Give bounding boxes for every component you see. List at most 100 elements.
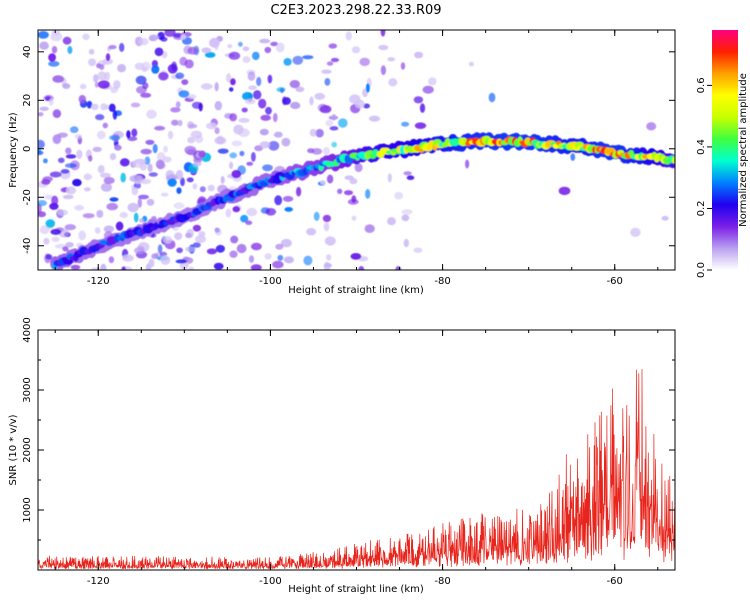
heatmap-cell (400, 62, 406, 70)
heatmap-cell (215, 244, 225, 253)
heatmap-cell (119, 212, 128, 219)
heatmap-cell (158, 71, 169, 81)
heatmap-cell (323, 261, 331, 270)
heatmap-cell (88, 48, 95, 55)
heatmap-cell (151, 253, 159, 260)
y-tick-label: 20 (22, 94, 33, 107)
heatmap-cell (198, 102, 203, 112)
heatmap-cell (148, 172, 158, 177)
heatmap-cell (281, 137, 291, 147)
heatmap-cell (302, 55, 314, 60)
heatmap-cell (49, 171, 62, 178)
heatmap-cell (558, 186, 571, 196)
snr-panel: -120 -100 -80 -60 1000 2000 3000 4000 Height of… (8, 317, 676, 595)
y-tick-label: 40 (22, 45, 33, 58)
heatmap-cell (88, 58, 97, 67)
heatmap-cell (414, 122, 427, 129)
heatmap-cell (220, 176, 225, 184)
y-tick-label: 4000 (22, 317, 33, 342)
heatmap-cell (82, 213, 95, 219)
heatmap-cell (38, 31, 49, 39)
x-tick-label: -60 (607, 576, 623, 587)
heatmap-cell (140, 92, 152, 98)
heatmap-cell (57, 132, 68, 138)
heatmap-cell (267, 74, 273, 84)
heatmap-cell (92, 146, 102, 152)
heatmap-cell (388, 78, 398, 87)
heatmap-cell (264, 46, 272, 54)
heatmap-cell (228, 87, 234, 92)
heatmap-cell (70, 264, 81, 270)
heatmap-cell (167, 178, 177, 187)
heatmap-cell (94, 82, 99, 88)
heatmap-cell (184, 145, 197, 155)
heatmap-cell (41, 179, 51, 185)
heatmap-cell (60, 169, 70, 174)
heatmap-cell (265, 208, 277, 216)
heatmap-cell (225, 208, 232, 218)
y-tick-label: 2000 (22, 437, 33, 462)
heatmap-cell (78, 230, 86, 241)
heatmap-cell (205, 122, 217, 130)
heatmap-cell (213, 262, 224, 270)
heatmap-cell (488, 92, 496, 103)
heatmap-cell (135, 75, 147, 85)
heatmap-cell (250, 264, 262, 270)
heatmap-cell (175, 72, 185, 80)
heatmap-cell (122, 254, 134, 262)
heatmap-cell (365, 83, 370, 93)
heatmap-cell (406, 175, 415, 180)
heatmap-cell (201, 47, 212, 54)
heatmap-cell (170, 107, 181, 113)
heatmap-cell (306, 228, 317, 236)
heatmap-cell (62, 83, 71, 89)
heatmap-cell (283, 256, 295, 264)
heatmap-cell (630, 227, 641, 237)
heatmap-cell (138, 38, 149, 46)
heatmap-cell (164, 30, 176, 37)
heatmap-cell (166, 175, 170, 180)
colorbar-tick-label: 0.2 (696, 201, 707, 217)
heatmap-cell (108, 45, 117, 50)
heatmap-cell (226, 73, 232, 83)
heatmap-cell (38, 200, 47, 207)
heatmap-cell (215, 228, 222, 236)
heatmap-cell (154, 47, 164, 57)
heatmap-cell (207, 184, 215, 192)
heatmap-cell (192, 183, 198, 190)
spectrogram-ylabel: Frequency (Hz) (8, 112, 19, 188)
heatmap-cell (394, 191, 404, 200)
heatmap-cell (265, 106, 272, 115)
x-tick-label: -60 (607, 276, 623, 287)
heatmap-cell (157, 31, 165, 40)
heatmap-cell (133, 182, 141, 189)
heatmap-cell (38, 112, 44, 117)
heatmap-cell (65, 242, 74, 248)
heatmap-cell (48, 60, 60, 67)
heatmap-cell (192, 242, 201, 248)
heatmap-cell (131, 187, 139, 196)
x-tick-label: -120 (87, 576, 110, 587)
heatmap-cell (145, 139, 155, 145)
heatmap-cell (50, 228, 62, 235)
heatmap-cell (100, 263, 107, 270)
heatmap-cell (380, 30, 386, 37)
heatmap-cell (98, 80, 110, 89)
figure-title: C2E3.2023.298.22.33.R09 (270, 3, 441, 18)
x-tick-label: -100 (259, 276, 282, 287)
heatmap-cell (99, 172, 111, 179)
heatmap-cell (65, 147, 72, 155)
heatmap-cell (129, 175, 142, 183)
heatmap-cell (242, 56, 251, 63)
heatmap-cell (319, 105, 332, 114)
heatmap-cell (93, 74, 99, 83)
heatmap-cell (246, 207, 258, 217)
heatmap-cell (323, 222, 330, 232)
heatmap-cell (67, 46, 73, 54)
heatmap-cell (468, 61, 475, 67)
colorbar: 0.0 0.2 0.4 0.6 Normalized spectral amplitu… (696, 30, 749, 278)
heatmap-cell (309, 128, 317, 137)
heatmap-cell (378, 44, 389, 51)
colorbar-gradient-bar (712, 30, 738, 270)
heatmap-cell (570, 153, 576, 161)
